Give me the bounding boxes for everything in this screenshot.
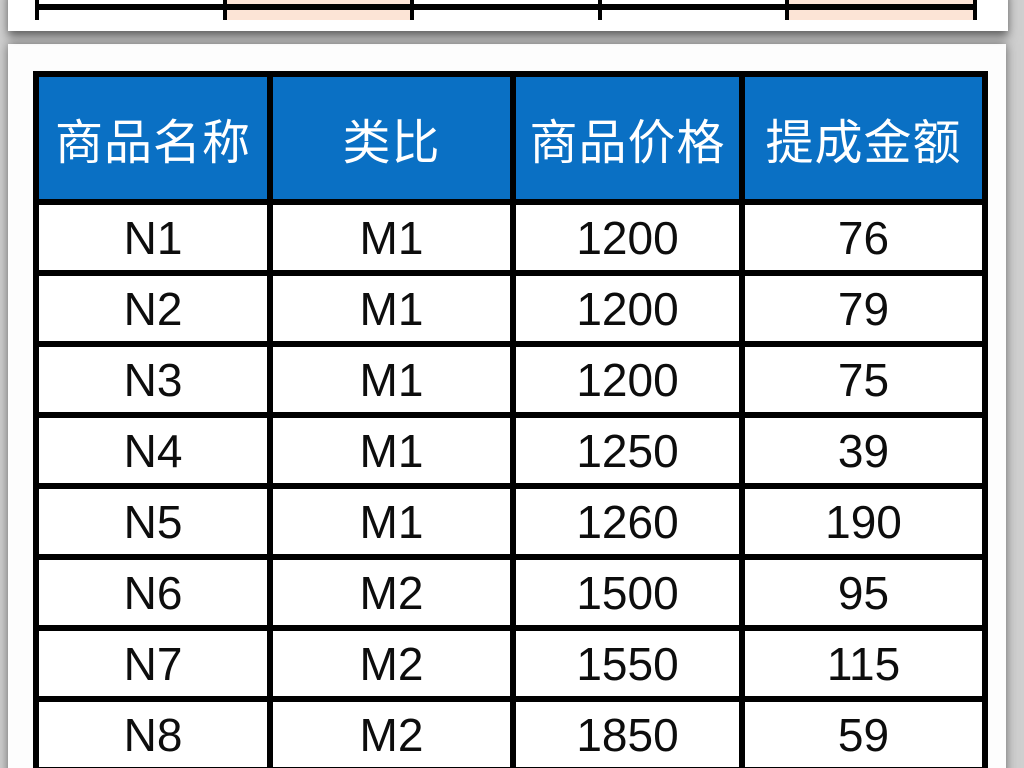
table-cell: 76 bbox=[739, 199, 988, 276]
fragment-cell bbox=[222, 0, 411, 4]
fragment-horizontal-border bbox=[35, 4, 977, 10]
table-cell: 39 bbox=[739, 412, 988, 489]
table-cell: N8 bbox=[33, 696, 273, 768]
table-row: N4 M1 1250 39 bbox=[33, 412, 988, 489]
table-cell: 1250 bbox=[510, 412, 745, 489]
fragment-cell bbox=[785, 0, 977, 4]
table-cell: M1 bbox=[267, 412, 516, 489]
fragment-row-top bbox=[35, 0, 977, 4]
table-cell: N5 bbox=[33, 483, 273, 560]
table-cell: M1 bbox=[267, 483, 516, 560]
fragment-row-bottom bbox=[35, 10, 977, 20]
fragment-cell bbox=[35, 0, 223, 4]
table-row: N1 M1 1200 76 bbox=[33, 199, 988, 276]
table-cell: 1500 bbox=[510, 554, 745, 631]
table-row: N2 M1 1200 79 bbox=[33, 270, 988, 347]
table-cell: 75 bbox=[739, 341, 988, 418]
table-row: N3 M1 1200 75 bbox=[33, 341, 988, 418]
fragment-table bbox=[35, 0, 977, 20]
table-cell: N6 bbox=[33, 554, 273, 631]
table-cell: 115 bbox=[739, 625, 988, 702]
table-cell: M2 bbox=[267, 554, 516, 631]
top-sheet-fragment bbox=[8, 0, 1008, 31]
fragment-cell bbox=[35, 10, 223, 20]
table-cell: N1 bbox=[33, 199, 273, 276]
table-cell: N7 bbox=[33, 625, 273, 702]
column-header-product-name: 商品名称 bbox=[33, 71, 273, 205]
table-cell: N3 bbox=[33, 341, 273, 418]
fragment-cell bbox=[410, 0, 598, 4]
table-cell: 95 bbox=[739, 554, 988, 631]
table-cell: N2 bbox=[33, 270, 273, 347]
table-cell: M2 bbox=[267, 625, 516, 702]
table-cell: 1200 bbox=[510, 270, 745, 347]
fragment-cell bbox=[785, 10, 977, 20]
table-cell: N4 bbox=[33, 412, 273, 489]
column-header-commission: 提成金额 bbox=[739, 71, 988, 205]
column-header-category: 类比 bbox=[267, 71, 516, 205]
table-cell: M1 bbox=[267, 341, 516, 418]
table-cell: 1850 bbox=[510, 696, 745, 768]
table-cell: M1 bbox=[267, 199, 516, 276]
header-row: 商品名称 类比 商品价格 提成金额 bbox=[33, 71, 988, 205]
table-cell: 1260 bbox=[510, 483, 745, 560]
table-row: N6 M2 1500 95 bbox=[33, 554, 988, 631]
commission-table: 商品名称 类比 商品价格 提成金额 N1 M1 1200 76 N2 M1 12… bbox=[33, 71, 988, 768]
spreadsheet-page: 商品名称 类比 商品价格 提成金额 N1 M1 1200 76 N2 M1 12… bbox=[8, 44, 1006, 768]
fragment-cell bbox=[597, 0, 786, 4]
table-cell: 190 bbox=[739, 483, 988, 560]
table-cell: M1 bbox=[267, 270, 516, 347]
table-cell: 1200 bbox=[510, 341, 745, 418]
table-cell: 1550 bbox=[510, 625, 745, 702]
fragment-cell bbox=[410, 10, 598, 20]
table-cell: M2 bbox=[267, 696, 516, 768]
fragment-cell bbox=[222, 10, 411, 20]
column-header-price: 商品价格 bbox=[510, 71, 745, 205]
table-cell: 79 bbox=[739, 270, 988, 347]
table-row: N7 M2 1550 115 bbox=[33, 625, 988, 702]
table-row: N8 M2 1850 59 bbox=[33, 696, 988, 768]
table-cell: 1200 bbox=[510, 199, 745, 276]
table-row: N5 M1 1260 190 bbox=[33, 483, 988, 560]
table-cell: 59 bbox=[739, 696, 988, 768]
fragment-cell bbox=[597, 10, 786, 20]
